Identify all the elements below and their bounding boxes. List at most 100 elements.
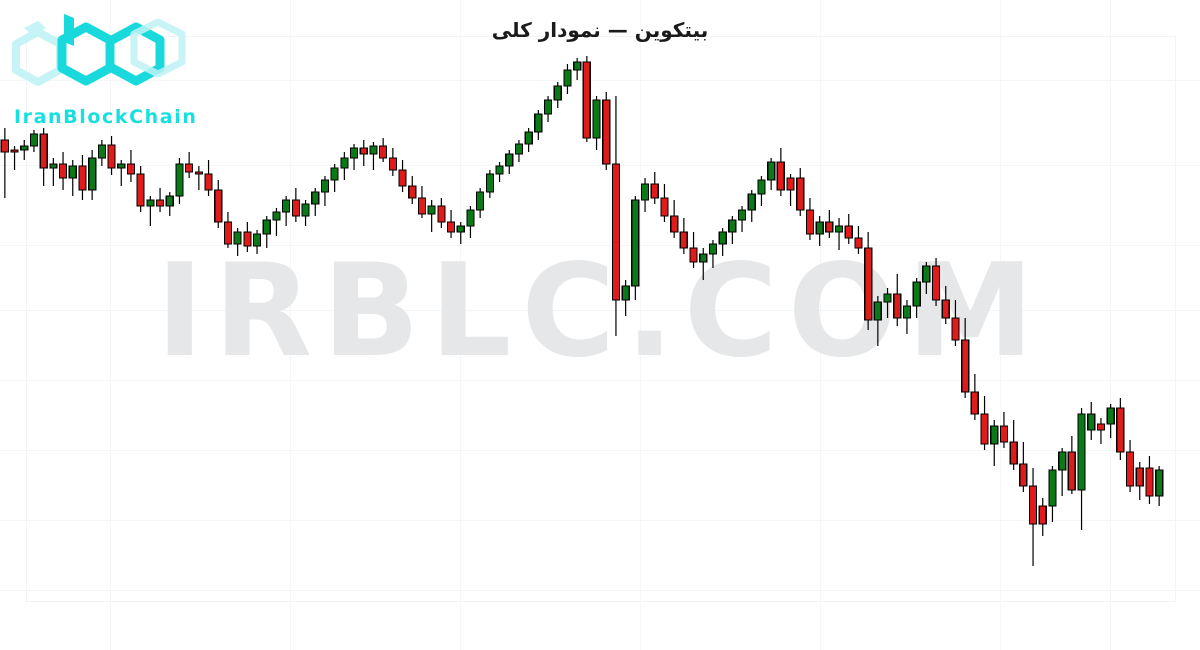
candle-body [708, 243, 718, 255]
candlestick-101 [980, 396, 989, 450]
candlestick-3 [29, 130, 39, 152]
candlestick-86 [834, 218, 844, 250]
candlestick-109 [1058, 448, 1067, 496]
candle-body [282, 199, 291, 213]
candlestick-72 [699, 248, 708, 280]
candlestick-97 [941, 286, 950, 324]
candle-body [1145, 467, 1154, 497]
candlestick-0 [0, 128, 9, 198]
candle-body [1135, 467, 1144, 487]
candle-body [941, 299, 950, 319]
candlestick-80 [776, 148, 785, 196]
candle-body [311, 191, 320, 205]
candle-body [146, 199, 155, 207]
candle-body [834, 225, 844, 233]
candle-body [825, 221, 834, 233]
candle-body [602, 99, 611, 165]
candle-body [767, 161, 776, 181]
candlestick-96 [931, 258, 941, 306]
candlestick-91 [883, 288, 892, 318]
candle-body [1125, 451, 1135, 487]
candlestick-33 [320, 176, 330, 206]
candle-body [1077, 413, 1086, 491]
candle-body [204, 173, 213, 191]
candlestick-93 [902, 300, 912, 334]
candle-body [369, 145, 378, 155]
candlestick-14 [136, 166, 145, 212]
candlestick-81 [786, 174, 795, 206]
candle-body [640, 183, 650, 201]
candle-body [88, 157, 97, 191]
candlestick-7 [68, 160, 77, 196]
candlestick-47 [456, 222, 465, 244]
iranblockchain-logo[interactable]: IranBlockChain [8, 6, 208, 128]
candlestick-98 [951, 300, 960, 346]
candlestick-75 [728, 216, 737, 244]
candle-body [505, 153, 514, 167]
candlestick-50 [485, 170, 494, 198]
candle-body [1087, 413, 1096, 431]
candlestick-16 [155, 188, 165, 212]
candlestick-60 [582, 56, 591, 142]
candle-body [446, 221, 456, 233]
candlestick-57 [553, 82, 562, 108]
candlestick-85 [825, 210, 834, 238]
candle-body [689, 247, 698, 263]
candlestick-56 [543, 96, 553, 122]
candlestick-8 [78, 155, 87, 200]
candle-body [379, 145, 388, 159]
candlestick-45 [437, 198, 446, 228]
candlestick-68 [660, 184, 669, 222]
logo-wordmark: IranBlockChain [14, 106, 198, 128]
candle-body [1048, 469, 1057, 507]
candlestick-21 [204, 160, 213, 196]
candle-body [408, 185, 417, 199]
candle-body [233, 231, 242, 245]
candle-body [990, 425, 999, 445]
candlestick-55 [534, 110, 543, 140]
candlestick-103 [999, 412, 1009, 448]
candle-body [718, 231, 727, 245]
candle-body [815, 221, 824, 235]
candle-body [883, 293, 892, 303]
candle-body [330, 167, 339, 181]
candlestick-78 [757, 176, 766, 206]
candlestick-24 [233, 228, 242, 256]
candlestick-106 [1028, 468, 1038, 566]
candlestick-115 [1116, 398, 1125, 460]
candlestick-69 [670, 200, 679, 238]
candlestick-42 [408, 176, 417, 204]
candle-body [262, 219, 271, 235]
candle-body [1116, 407, 1125, 453]
candle-body [873, 301, 882, 321]
candlestick-71 [689, 232, 698, 268]
candlestick-118 [1145, 456, 1154, 504]
candlestick-105 [1019, 442, 1028, 492]
candle-body [427, 205, 436, 215]
candlestick-48 [466, 206, 475, 238]
candlestick-51 [495, 162, 504, 182]
candle-body [194, 171, 203, 175]
candlestick-17 [165, 192, 174, 216]
candle-body [1028, 485, 1038, 525]
candlestick-52 [505, 150, 514, 174]
candlestick-20 [194, 166, 203, 190]
candlestick-70 [679, 218, 688, 254]
candle-body [1009, 441, 1018, 465]
candle-body [10, 149, 19, 153]
candlestick-104 [1009, 420, 1018, 470]
candle-body [543, 99, 553, 115]
candlestick-89 [864, 232, 873, 330]
candle-body [417, 197, 427, 215]
candle-body [514, 143, 524, 155]
candle-body [175, 163, 184, 197]
candlestick-5 [49, 158, 58, 186]
candlestick-119 [1155, 466, 1164, 506]
candlestick-4 [39, 128, 48, 186]
candlestick-102 [990, 420, 999, 466]
candle-body [970, 391, 979, 415]
candle-body [398, 169, 407, 187]
candlestick-44 [427, 200, 436, 232]
